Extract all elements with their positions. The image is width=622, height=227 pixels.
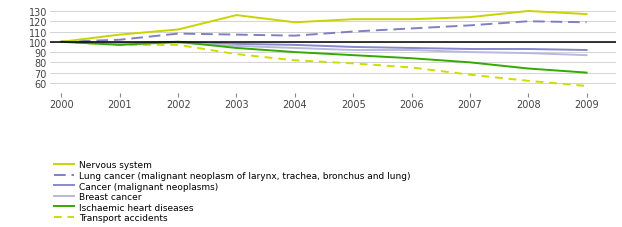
Legend: Nervous system, Lung cancer (malignant neoplasm of larynx, trachea, bronchus and: Nervous system, Lung cancer (malignant n… [54, 161, 410, 222]
